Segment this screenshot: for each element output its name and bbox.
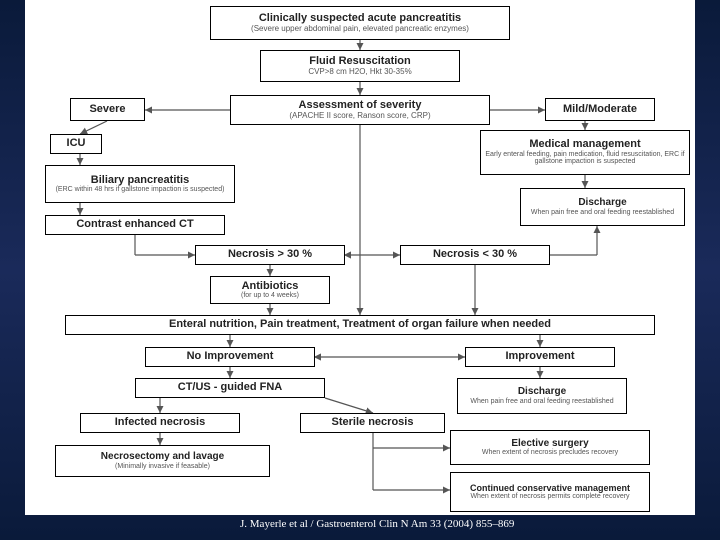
node-title: Enteral nutrition, Pain treatment, Treat… <box>169 319 551 331</box>
node-mildmod: Mild/Moderate <box>545 98 655 121</box>
node-title: Elective surgery <box>511 439 588 450</box>
node-subtitle: When extent of necrosis permits complete… <box>470 493 629 500</box>
node-title: Mild/Moderate <box>563 104 637 116</box>
node-infected: Infected necrosis <box>80 413 240 433</box>
node-title: CT/US - guided FNA <box>178 382 283 394</box>
node-subtitle: When pain free and oral feeding reestabl… <box>470 398 613 405</box>
node-title: Fluid Resuscitation <box>309 56 410 68</box>
node-conservative: Continued conservative managementWhen ex… <box>450 472 650 512</box>
node-suspected: Clinically suspected acute pancreatitis(… <box>210 6 510 40</box>
node-title: Assessment of severity <box>299 100 422 112</box>
node-discharge2: DischargeWhen pain free and oral feeding… <box>457 378 627 414</box>
node-subtitle: CVP>8 cm H2O, Hkt 30-35% <box>308 68 411 76</box>
node-fluid: Fluid ResuscitationCVP>8 cm H2O, Hkt 30-… <box>260 50 460 82</box>
node-title: Antibiotics <box>242 281 299 293</box>
node-sterile: Sterile necrosis <box>300 413 445 433</box>
node-title: Improvement <box>505 351 574 363</box>
node-title: No Improvement <box>187 351 274 363</box>
node-necro_gt30: Necrosis > 30 % <box>195 245 345 265</box>
node-enteral: Enteral nutrition, Pain treatment, Treat… <box>65 315 655 335</box>
node-icu: ICU <box>50 134 102 154</box>
node-antibiotics: Antibiotics(for up to 4 weeks) <box>210 276 330 304</box>
node-title: Severe <box>89 104 125 116</box>
node-medmgmt: Medical managementEarly enteral feeding,… <box>480 130 690 175</box>
node-improve: Improvement <box>465 347 615 367</box>
edge <box>80 121 107 134</box>
node-fna: CT/US - guided FNA <box>135 378 325 398</box>
node-discharge1: DischargeWhen pain free and oral feeding… <box>520 188 685 226</box>
node-title: ICU <box>67 138 86 150</box>
node-title: Discharge <box>578 198 626 209</box>
node-necro_lt30: Necrosis < 30 % <box>400 245 550 265</box>
node-title: Continued conservative management <box>470 484 630 493</box>
node-noimprove: No Improvement <box>145 347 315 367</box>
node-subtitle: When extent of necrosis precludes recove… <box>482 449 618 456</box>
node-title: Contrast enhanced CT <box>76 219 193 231</box>
node-biliary: Biliary pancreatitis(ERC within 48 hrs i… <box>45 165 235 203</box>
node-ct: Contrast enhanced CT <box>45 215 225 235</box>
node-elective: Elective surgeryWhen extent of necrosis … <box>450 430 650 465</box>
node-necrosectomy: Necrosectomy and lavage(Minimally invasi… <box>55 445 270 477</box>
node-title: Sterile necrosis <box>332 417 414 429</box>
citation-text: J. Mayerle et al / Gastroenterol Clin N … <box>240 518 660 531</box>
node-title: Biliary pancreatitis <box>91 175 189 187</box>
node-subtitle: (for up to 4 weeks) <box>241 292 299 299</box>
flowchart-canvas: Clinically suspected acute pancreatitis(… <box>25 0 695 515</box>
node-title: Necrosis < 30 % <box>433 249 517 261</box>
node-subtitle: Early enteral feeding, pain medication, … <box>483 151 687 166</box>
node-severe: Severe <box>70 98 145 121</box>
node-title: Medical management <box>529 139 640 151</box>
node-title: Necrosectomy and lavage <box>101 452 224 463</box>
edge <box>325 398 373 413</box>
node-subtitle: When pain free and oral feeding reestabl… <box>531 209 674 216</box>
node-severity: Assessment of severity(APACHE II score, … <box>230 95 490 125</box>
node-title: Infected necrosis <box>115 417 205 429</box>
node-subtitle: (Severe upper abdominal pain, elevated p… <box>251 25 469 33</box>
node-subtitle: (ERC within 48 hrs if gallstone impactio… <box>56 186 225 193</box>
node-title: Necrosis > 30 % <box>228 249 312 261</box>
node-title: Clinically suspected acute pancreatitis <box>259 13 461 25</box>
node-title: Discharge <box>518 387 566 398</box>
node-subtitle: (APACHE II score, Ranson score, CRP) <box>289 112 430 120</box>
node-subtitle: (Minimally invasive if feasable) <box>115 463 210 470</box>
